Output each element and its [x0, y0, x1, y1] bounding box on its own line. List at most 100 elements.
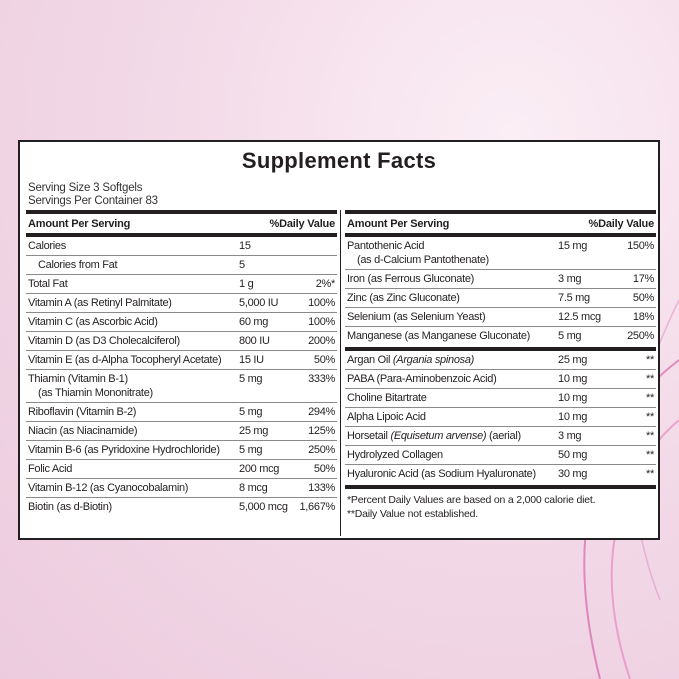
serving-size: Serving Size 3 Softgels — [28, 182, 143, 194]
nutrient-row: Argan Oil (Argania spinosa) 25 mg ** — [345, 351, 656, 370]
nutrient-name: PABA (Para-Aminobenzoic Acid) — [347, 372, 558, 386]
nutrient-name-text: Biotin (as d-Biotin) — [28, 501, 112, 513]
nutrient-daily-value: 125% — [308, 425, 335, 437]
nutrient-daily-value: 133% — [308, 482, 335, 494]
nutrient-latin-name: (Argania spinosa) — [392, 354, 475, 366]
amount-header: Amount Per Serving — [28, 218, 131, 230]
nutrient-name-text: Calories — [28, 240, 66, 252]
nutrient-amount: 10 mg — [558, 373, 588, 385]
nutrient-amount: 1 g — [239, 278, 254, 290]
nutrient-daily-value: 150% — [627, 240, 654, 252]
nutrient-name: Thiamin (Vitamin B-1) (as Thiamin Mononit… — [28, 372, 239, 400]
nutrient-row: PABA (Para-Aminobenzoic Acid) 10 mg ** — [345, 370, 656, 389]
nutrient-name-text: Vitamin C (as Ascorbic Acid) — [28, 316, 158, 328]
nutrient-daily-value: 18% — [632, 311, 654, 323]
nutrient-amount: 12.5 mcg — [558, 311, 601, 323]
nutrient-name-text: Hyaluronic Acid (as Sodium Hyaluronate) — [347, 468, 536, 480]
nutrient-name: Vitamin A (as Retinyl Palmitate) — [28, 296, 239, 310]
nutrient-row: Horsetail (Equisetum arvense) (aerial) 3 … — [345, 427, 656, 446]
nutrient-amount: 15 mg — [558, 240, 588, 252]
nutrient-daily-value: ** — [646, 430, 654, 442]
nutrient-amount: 3 mg — [558, 430, 582, 442]
nutrient-source: (as d-Calcium Pantothenate) — [357, 254, 489, 266]
nutrient-row: Thiamin (Vitamin B-1) (as Thiamin Mononit… — [26, 370, 337, 403]
nutrient-name: Biotin (as d-Biotin) — [28, 500, 239, 514]
nutrient-row: Niacin (as Niacinamide) 25 mg 125% — [26, 422, 337, 441]
nutrient-amount: 25 mg — [558, 354, 588, 366]
nutrient-name: Selenium (as Selenium Yeast) — [347, 310, 558, 324]
nutrient-name: Vitamin B-12 (as Cyanocobalamin) — [28, 481, 239, 495]
nutrient-name-text: Riboflavin (Vitamin B-2) — [28, 406, 137, 418]
nutrient-row: Vitamin B-6 (as Pyridoxine Hydrochloride… — [26, 441, 337, 460]
nutrient-daily-value: 250% — [627, 330, 654, 342]
supplement-facts-panel: Supplement Facts Serving Size 3 Softgels… — [18, 140, 660, 540]
nutrient-row: Folic Acid 200 mcg 50% — [26, 460, 337, 479]
nutrient-amount: 5 — [239, 259, 245, 271]
nutrient-name-text: Thiamin (Vitamin B-1) — [28, 373, 128, 385]
nutrient-row: Alpha Lipoic Acid 10 mg ** — [345, 408, 656, 427]
nutrient-name-text: Pantothenic Acid — [347, 240, 425, 252]
nutrient-row: Riboflavin (Vitamin B-2) 5 mg 294% — [26, 403, 337, 422]
nutrient-name-text: Zinc (as Zinc Gluconate) — [347, 292, 460, 304]
nutrient-row: Vitamin D (as D3 Cholecalciferol) 800 IU 2… — [26, 332, 337, 351]
nutrient-amount: 5,000 mcg — [239, 501, 288, 513]
nutrient-name: Folic Acid — [28, 462, 239, 476]
nutrient-amount: 10 mg — [558, 411, 588, 423]
servings-per-container: Servings Per Container 83 — [28, 195, 158, 207]
nutrient-daily-value: ** — [646, 373, 654, 385]
nutrient-daily-value — [297, 239, 335, 253]
nutrient-row: Vitamin B-12 (as Cyanocobalamin) 8 mcg 133… — [26, 479, 337, 498]
column-header: Amount Per Serving %Daily Value — [26, 214, 337, 233]
nutrient-amount: 10 mg — [558, 392, 588, 404]
nutrient-daily-value: 294% — [308, 406, 335, 418]
nutrient-amount: 30 mg — [558, 468, 588, 480]
nutrient-name: Vitamin D (as D3 Cholecalciferol) — [28, 334, 239, 348]
nutrient-name: Vitamin B-6 (as Pyridoxine Hydrochloride… — [28, 443, 239, 457]
nutrient-name: Total Fat — [28, 277, 239, 291]
nutrient-name: Choline Bitartrate — [347, 391, 558, 405]
nutrient-row: Zinc (as Zinc Gluconate) 7.5 mg 50% — [345, 289, 656, 308]
nutrient-amount: 15 IU — [239, 354, 264, 366]
nutrient-row: Vitamin C (as Ascorbic Acid) 60 mg 100% — [26, 313, 337, 332]
nutrient-amount: 200 mcg — [239, 463, 280, 475]
nutrient-name-suffix: (aerial) — [486, 430, 521, 442]
nutrient-name: Riboflavin (Vitamin B-2) — [28, 405, 239, 419]
left-column: Amount Per Serving %Daily Value Calories… — [26, 210, 337, 516]
nutrient-daily-value: 250% — [308, 444, 335, 456]
nutrient-daily-value: 2%* — [315, 278, 336, 290]
thick-rule — [345, 210, 656, 214]
right-column: Amount Per Serving %Daily Value Pantothe… — [345, 210, 656, 521]
nutrient-name: Calories — [28, 239, 239, 253]
nutrient-name-text: Calories from Fat — [38, 259, 118, 271]
nutrient-daily-value: 50% — [313, 463, 335, 475]
nutrient-name-text: Horsetail — [347, 430, 391, 442]
footnote: *Percent Daily Values are based on a 2,0… — [347, 494, 596, 506]
thick-rule — [345, 233, 656, 237]
nutrient-name: Hyaluronic Acid (as Sodium Hyaluronate) — [347, 467, 558, 481]
nutrient-amount: 50 mg — [558, 449, 588, 461]
dv-header: %Daily Value — [269, 218, 336, 230]
nutrient-name-text: PABA (Para-Aminobenzoic Acid) — [347, 373, 497, 385]
nutrient-daily-value: 100% — [308, 316, 335, 328]
thick-rule — [345, 347, 656, 351]
nutrient-name-text: Manganese (as Manganese Gluconate) — [347, 330, 531, 342]
nutrient-amount: 5,000 IU — [239, 297, 279, 309]
nutrient-name-text: Folic Acid — [28, 463, 73, 475]
nutrient-daily-value: 17% — [632, 273, 654, 285]
nutrient-name-text: Argan Oil — [347, 354, 393, 366]
nutrient-source: (as Thiamin Mononitrate) — [38, 387, 153, 399]
nutrient-row: Total Fat 1 g 2%* — [26, 275, 337, 294]
nutrient-amount: 60 mg — [239, 316, 269, 328]
nutrient-row: Selenium (as Selenium Yeast) 12.5 mcg 18% — [345, 308, 656, 327]
nutrient-amount: 5 mg — [239, 406, 263, 418]
nutrient-latin-name: (Equisetum arvense) — [390, 430, 487, 442]
thick-rule — [345, 485, 656, 489]
thick-rule — [26, 233, 337, 237]
nutrient-name-text: Vitamin E (as d-Alpha Tocopheryl Acetate… — [28, 354, 222, 366]
nutrient-name: Argan Oil (Argania spinosa) — [347, 353, 558, 367]
nutrient-name: Manganese (as Manganese Gluconate) — [347, 329, 558, 343]
panel-title: Supplement Facts — [241, 148, 437, 173]
nutrient-name-text: Total Fat — [28, 278, 68, 290]
nutrient-name: Niacin (as Niacinamide) — [28, 424, 239, 438]
nutrient-name: Calories from Fat — [28, 258, 239, 272]
